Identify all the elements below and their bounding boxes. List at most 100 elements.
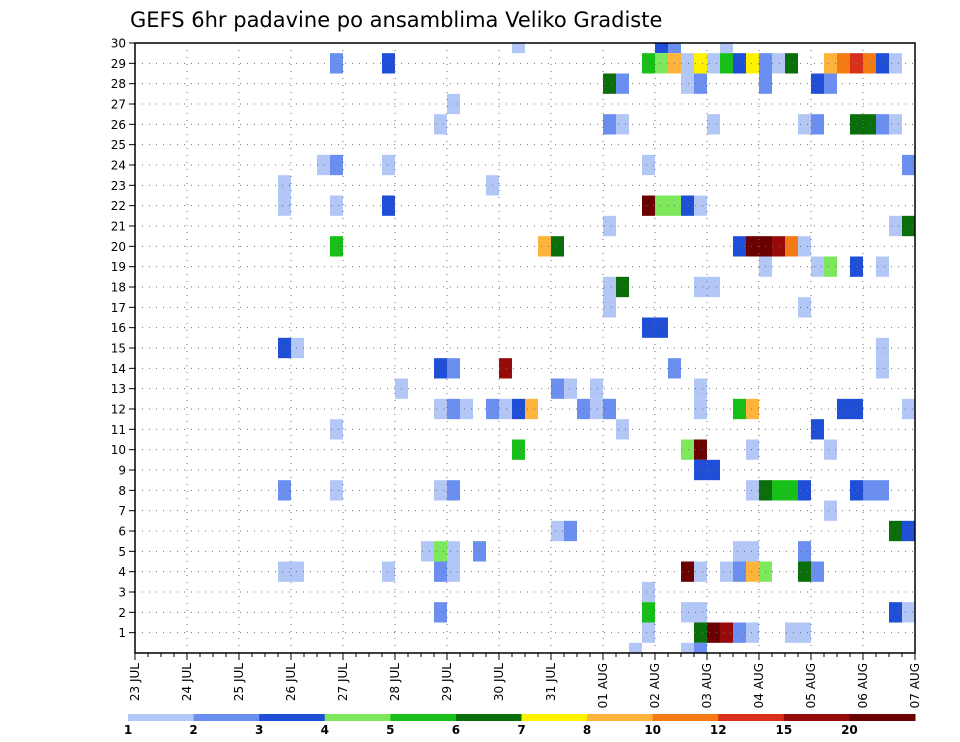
y-tick-label: 3 (118, 586, 126, 600)
precip-cell (889, 114, 902, 135)
y-tick-label: 16 (111, 321, 126, 335)
precip-cell (642, 195, 655, 216)
precip-cell (733, 53, 746, 74)
precip-cell (460, 398, 473, 420)
precip-cell (837, 398, 850, 420)
precip-cell (382, 195, 395, 216)
precip-cell (681, 602, 694, 623)
precip-cell (707, 114, 720, 135)
precip-cell (785, 53, 798, 74)
x-tick-label: 03 AUG (700, 663, 714, 708)
colorbar-label: 6 (452, 723, 460, 737)
colorbar-swatch (652, 714, 719, 721)
precip-cell (785, 622, 798, 643)
y-tick-label: 21 (111, 220, 126, 234)
precip-cell (889, 520, 902, 542)
precip-cell (642, 154, 655, 176)
colorbar-label: 12 (710, 723, 727, 737)
precip-cell (499, 398, 512, 420)
colorbar-swatch (390, 714, 457, 721)
y-tick-label: 8 (118, 484, 126, 498)
y-tick-label: 10 (111, 443, 126, 457)
precip-cell (876, 114, 889, 135)
x-tick-label: 05 AUG (804, 663, 818, 708)
precip-cell (603, 114, 616, 135)
precip-cell (447, 561, 460, 582)
precip-cell (330, 154, 343, 176)
precip-cell (733, 561, 746, 582)
y-tick-label: 11 (111, 423, 126, 437)
colorbar-swatch (455, 714, 522, 721)
x-tick-label: 30 JUL (492, 663, 506, 701)
precip-cell (824, 73, 837, 94)
precip-cell (447, 541, 460, 562)
colorbar-swatch (193, 714, 260, 721)
precip-cell (798, 622, 811, 643)
x-tick-label: 25 JUL (232, 663, 246, 701)
precip-cell (291, 337, 304, 359)
colorbar-label: 8 (583, 723, 591, 737)
precip-cell (668, 43, 681, 54)
colorbar-legend: 1 2 3 4 5 6 7 8 10 12 15 20 (124, 714, 916, 737)
precip-cell (681, 73, 694, 94)
y-tick-label: 26 (111, 118, 126, 132)
precip-cell (707, 459, 720, 481)
precip-cell (902, 602, 915, 623)
precip-cell (564, 378, 577, 399)
precip-cell (291, 561, 304, 582)
precip-cell (876, 480, 889, 501)
precip-cell (551, 378, 564, 399)
precip-cell (733, 541, 746, 562)
precip-cell (655, 195, 668, 216)
precip-cell (382, 561, 395, 582)
y-tick-label: 14 (111, 362, 126, 376)
precip-cell (330, 236, 343, 257)
precip-cell (798, 114, 811, 135)
colorbar-label: 10 (644, 723, 661, 737)
precip-cell (616, 114, 629, 135)
precip-cell (499, 358, 512, 379)
precip-cell (681, 53, 694, 74)
colorbar-swatch (324, 714, 391, 721)
precip-cell (512, 43, 525, 54)
precip-cell (603, 215, 616, 237)
x-tick-label: 02 AUG (648, 663, 662, 708)
precip-cell (694, 53, 707, 74)
y-tick-label: 29 (111, 57, 126, 71)
x-tick-label: 31 JUL (544, 663, 558, 701)
precip-cell (746, 398, 759, 420)
precip-cell (876, 358, 889, 379)
precip-cell (278, 337, 291, 359)
y-tick-label: 6 (118, 525, 126, 539)
precip-cell (603, 276, 616, 298)
precip-cell (720, 622, 733, 643)
precip-cell (616, 419, 629, 440)
precip-cell (681, 561, 694, 582)
precip-cell (642, 602, 655, 623)
precip-cell (551, 236, 564, 257)
y-tick-label: 23 (111, 179, 126, 193)
y-tick-label: 19 (111, 260, 126, 274)
precip-cell (824, 53, 837, 74)
precip-cell (889, 215, 902, 237)
precip-cell (694, 459, 707, 481)
colorbar-swatch (849, 714, 916, 721)
precip-cell (785, 480, 798, 501)
precip-cell (694, 561, 707, 582)
precip-cell (512, 398, 525, 420)
precip-cell (720, 43, 733, 54)
colorbar-label: 4 (321, 723, 329, 737)
precip-cell (330, 195, 343, 216)
precip-cell (434, 602, 447, 623)
precip-cell (642, 53, 655, 74)
precip-cell (590, 398, 603, 420)
precip-cell (382, 53, 395, 74)
precip-cell (278, 561, 291, 582)
precip-cell (655, 53, 668, 74)
x-tick-label: 04 AUG (752, 663, 766, 708)
precip-cell (434, 398, 447, 420)
precip-cell (447, 358, 460, 379)
precip-cell (707, 622, 720, 643)
y-tick-label: 9 (118, 464, 126, 478)
precip-cell (720, 561, 733, 582)
